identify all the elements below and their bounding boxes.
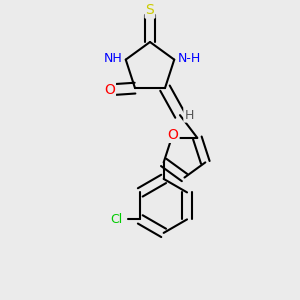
Text: NH: NH: [104, 52, 123, 64]
Text: S: S: [146, 4, 154, 17]
Text: N-H: N-H: [177, 52, 200, 64]
Text: O: O: [104, 82, 115, 97]
Text: O: O: [168, 128, 178, 142]
Text: Cl: Cl: [110, 213, 122, 226]
Text: H: H: [184, 109, 194, 122]
